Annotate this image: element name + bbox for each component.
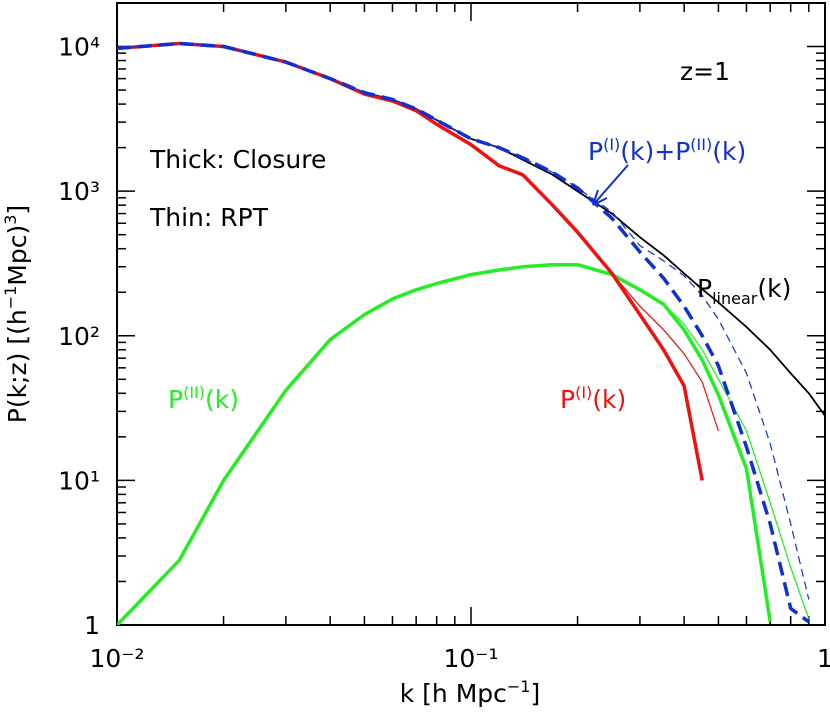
annotation-part: (k) <box>712 137 746 166</box>
y-axis-label-part: P(k;z) [(h <box>3 309 32 423</box>
x-tick-label: 10⁻¹ <box>443 644 498 673</box>
annotation-arrow <box>592 164 629 206</box>
y-tick-label: 1 <box>84 611 100 640</box>
annotation-part: P <box>560 385 575 414</box>
annotation-part: (I) <box>603 135 620 154</box>
annotation-part: (k)+P <box>620 137 690 166</box>
annotation-part: (II) <box>690 135 712 154</box>
y-tick-label: 10⁴ <box>58 33 100 62</box>
series-line <box>117 41 810 624</box>
y-axis-label-part: −1 <box>1 286 20 310</box>
annotation: Thin: RPT <box>149 203 269 232</box>
plot-frame <box>116 2 826 626</box>
series-line <box>117 264 810 625</box>
annotation: Thick: Closure <box>149 145 326 174</box>
annotation-part: (k) <box>592 385 626 414</box>
x-tick-label: 10⁻² <box>89 644 144 673</box>
annotation-part: P <box>168 385 183 414</box>
annotation-part: (II) <box>183 383 205 402</box>
x-axis-label-part: k [h Mpc <box>400 679 507 708</box>
y-axis-label-part: ] <box>3 205 32 215</box>
x-axis-label-part: −1 <box>507 677 531 696</box>
annotation-part: (k) <box>757 274 791 303</box>
x-axis-label-part: ] <box>530 679 540 708</box>
annotation-part: Thick: Closure <box>149 145 326 174</box>
annotation: P(II)(k) <box>168 383 239 414</box>
series-line <box>117 41 704 481</box>
x-tick-label: 1 <box>817 644 830 673</box>
annotation-part: linear <box>712 289 758 308</box>
annotation-part: (I) <box>575 383 592 402</box>
series-line <box>117 42 810 600</box>
y-tick-label: 10² <box>58 322 100 351</box>
annotation-part: Thin: RPT <box>149 203 269 232</box>
annotation: z=1 <box>680 57 730 86</box>
annotation: P(I)(k)+P(II)(k) <box>588 135 746 166</box>
series-line <box>117 42 719 432</box>
y-axis-label-part: 3 <box>1 215 20 225</box>
annotation-part: (k) <box>205 385 239 414</box>
y-tick-label: 10¹ <box>58 466 100 495</box>
annotation-part: P <box>588 137 603 166</box>
annotation: P(I)(k) <box>560 383 626 414</box>
y-axis-label-part: Mpc) <box>3 225 32 286</box>
annotation: Plinear(k) <box>697 274 791 308</box>
y-tick-label: 10³ <box>58 177 100 206</box>
series-line <box>117 262 772 625</box>
y-axis-label: P(k;z) [(h−1Mpc)3] <box>1 205 32 423</box>
x-axis-label: k [h Mpc−1] <box>400 677 541 708</box>
annotation-part: P <box>697 274 712 303</box>
annotation-part: z=1 <box>680 57 730 86</box>
